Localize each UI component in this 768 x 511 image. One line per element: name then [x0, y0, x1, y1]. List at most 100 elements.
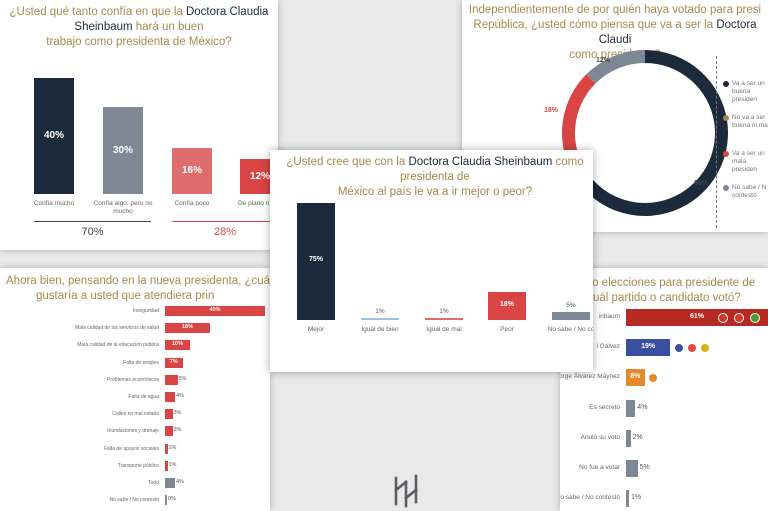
party-logo-icon — [687, 343, 697, 353]
bar — [626, 490, 629, 508]
p1-title: ¿Usted qué tanto confía en que la Doctor… — [0, 5, 278, 50]
category-label: Falta de agua — [128, 394, 159, 400]
p2-title-line2: República, ¿usted cómo piensa que va a s… — [473, 19, 717, 31]
group-label-left: 70% — [81, 226, 104, 238]
bar-data-label: 1% — [631, 494, 642, 502]
bar — [626, 339, 671, 357]
bar — [552, 312, 590, 320]
p2-title-line1: Independientemente de por quién haya vot… — [468, 4, 762, 16]
bar-data-label: 16% — [181, 164, 202, 176]
legend-label: Va a ser un mala presiden — [732, 150, 765, 173]
p1-title-part-b: hará un buen — [132, 21, 204, 33]
category-label: Mejor — [307, 326, 325, 333]
bar-data-label: 12% — [249, 170, 270, 182]
bar — [626, 429, 631, 447]
bar — [165, 392, 175, 402]
category-label: Confía poco — [174, 200, 210, 207]
bar — [626, 309, 768, 326]
p5-title: hubo elecciones para presidente de cuál … — [560, 276, 768, 306]
bar-data-label: 10% — [171, 341, 183, 348]
party-logo-icon — [700, 343, 710, 353]
p4-title-line1: Ahora bien, pensando en la nueva preside… — [6, 275, 270, 287]
bar-data-label: 75% — [308, 256, 323, 264]
bar-data-label: 61% — [689, 313, 704, 320]
bar — [165, 340, 190, 351]
p5-title-line2: cuál partido o candidato votó? — [587, 292, 741, 304]
p3-title-line2: México al país le va a ir mejor o peor? — [337, 186, 533, 198]
bar-data-label: 19% — [641, 343, 656, 351]
bar — [165, 495, 167, 506]
bar — [297, 202, 335, 320]
p1-title-part-a: ¿Usted qué tanto confía en que la — [9, 6, 186, 18]
bar-data-label: 5% — [178, 375, 187, 382]
group-label-right: 28% — [213, 226, 237, 238]
bar-data-label: 4% — [176, 393, 184, 399]
bar-data-label: 1% — [439, 308, 449, 316]
category-label: orge Álvarez Máynez — [560, 373, 620, 381]
bar-data-label: 1% — [375, 308, 385, 316]
bar — [626, 460, 638, 477]
bar-data-label: 5% — [639, 464, 650, 471]
category-label: Confía mucho — [33, 200, 75, 207]
category-label: De plano n nad — [237, 200, 278, 207]
legend-swatch — [723, 81, 729, 87]
bar — [165, 409, 173, 420]
category-label: Todo — [148, 480, 159, 486]
bar-data-label: 30% — [112, 144, 133, 156]
p1-title-name: Doctora Claudia Sheinbaum — [74, 6, 269, 33]
bar-data-label: 18% — [181, 324, 193, 331]
bar-data-label: 40% — [43, 130, 64, 142]
bar — [626, 369, 645, 387]
bar-data-label: 0% — [168, 496, 176, 503]
bar-data-label: 3% — [173, 427, 182, 434]
bar — [165, 443, 168, 454]
category-label: Calles en mal estado — [112, 411, 159, 418]
category-label: Inseguridad — [132, 308, 159, 314]
donut-data-label: 18% — [544, 107, 559, 114]
bar-data-label: 1% — [168, 444, 177, 451]
p4-title-line2: gustaría a usted que atendiera prin — [36, 290, 215, 302]
category-label: Falta de apoyos sociales — [103, 445, 159, 452]
party-logo-icon — [734, 313, 744, 323]
bar-data-label: 4% — [637, 403, 648, 411]
bar — [165, 374, 178, 385]
donut-slice — [562, 74, 596, 165]
category-label: l Gálvez — [596, 343, 620, 351]
bar-data-label: 4% — [176, 479, 184, 485]
bar-data-label: 3% — [173, 410, 182, 417]
bar — [165, 460, 168, 471]
legend-label: No va a ser buena ni ma — [732, 114, 768, 129]
bar-data-label: 7% — [169, 358, 178, 365]
p5-title-line1: hubo elecciones para presidente de — [572, 277, 756, 289]
category-label: No sabe / No contestó — [109, 497, 159, 504]
bar-data-label: 5% — [566, 302, 576, 310]
bar — [34, 78, 74, 194]
party-logo-icon — [674, 343, 684, 353]
brand-logo — [394, 474, 418, 508]
p4-title: Ahora bien, pensando en la nueva preside… — [6, 274, 270, 304]
category-label: Igual de bien — [361, 326, 399, 333]
legend-label: No sabe / N contestó — [732, 184, 767, 199]
panel-opinion-donut: Independientemente de por quién haya vot… — [462, 0, 768, 232]
legend-divider — [716, 56, 717, 228]
bar — [165, 306, 265, 316]
donut-data-label: 12% — [596, 57, 611, 64]
bar — [165, 323, 210, 334]
category-label: Transporte público — [117, 462, 159, 469]
category-label: No sabe / No co — [547, 326, 593, 333]
category-label: No fue a votar — [579, 464, 620, 471]
category-label: Falta de empleo — [123, 359, 159, 366]
category-label: Anuló su voto — [580, 433, 620, 441]
p3-title-part-b: como presidenta de — [400, 156, 584, 183]
bar-data-label: 40% — [209, 307, 221, 313]
panel-confianza: ¿Usted qué tanto confía en que la Doctor… — [0, 0, 278, 250]
group-underline-left — [34, 221, 151, 222]
bar-data-label: 2% — [632, 433, 643, 441]
bar — [361, 318, 399, 320]
panel-voto: hubo elecciones para presidente de cuál … — [560, 268, 768, 511]
party-logo-icon — [718, 313, 728, 323]
bar — [165, 357, 183, 368]
bar-data-label: 1% — [168, 461, 177, 468]
p2-title-name: Doctora Claudi — [598, 19, 757, 46]
party-logo-icon — [750, 313, 760, 323]
